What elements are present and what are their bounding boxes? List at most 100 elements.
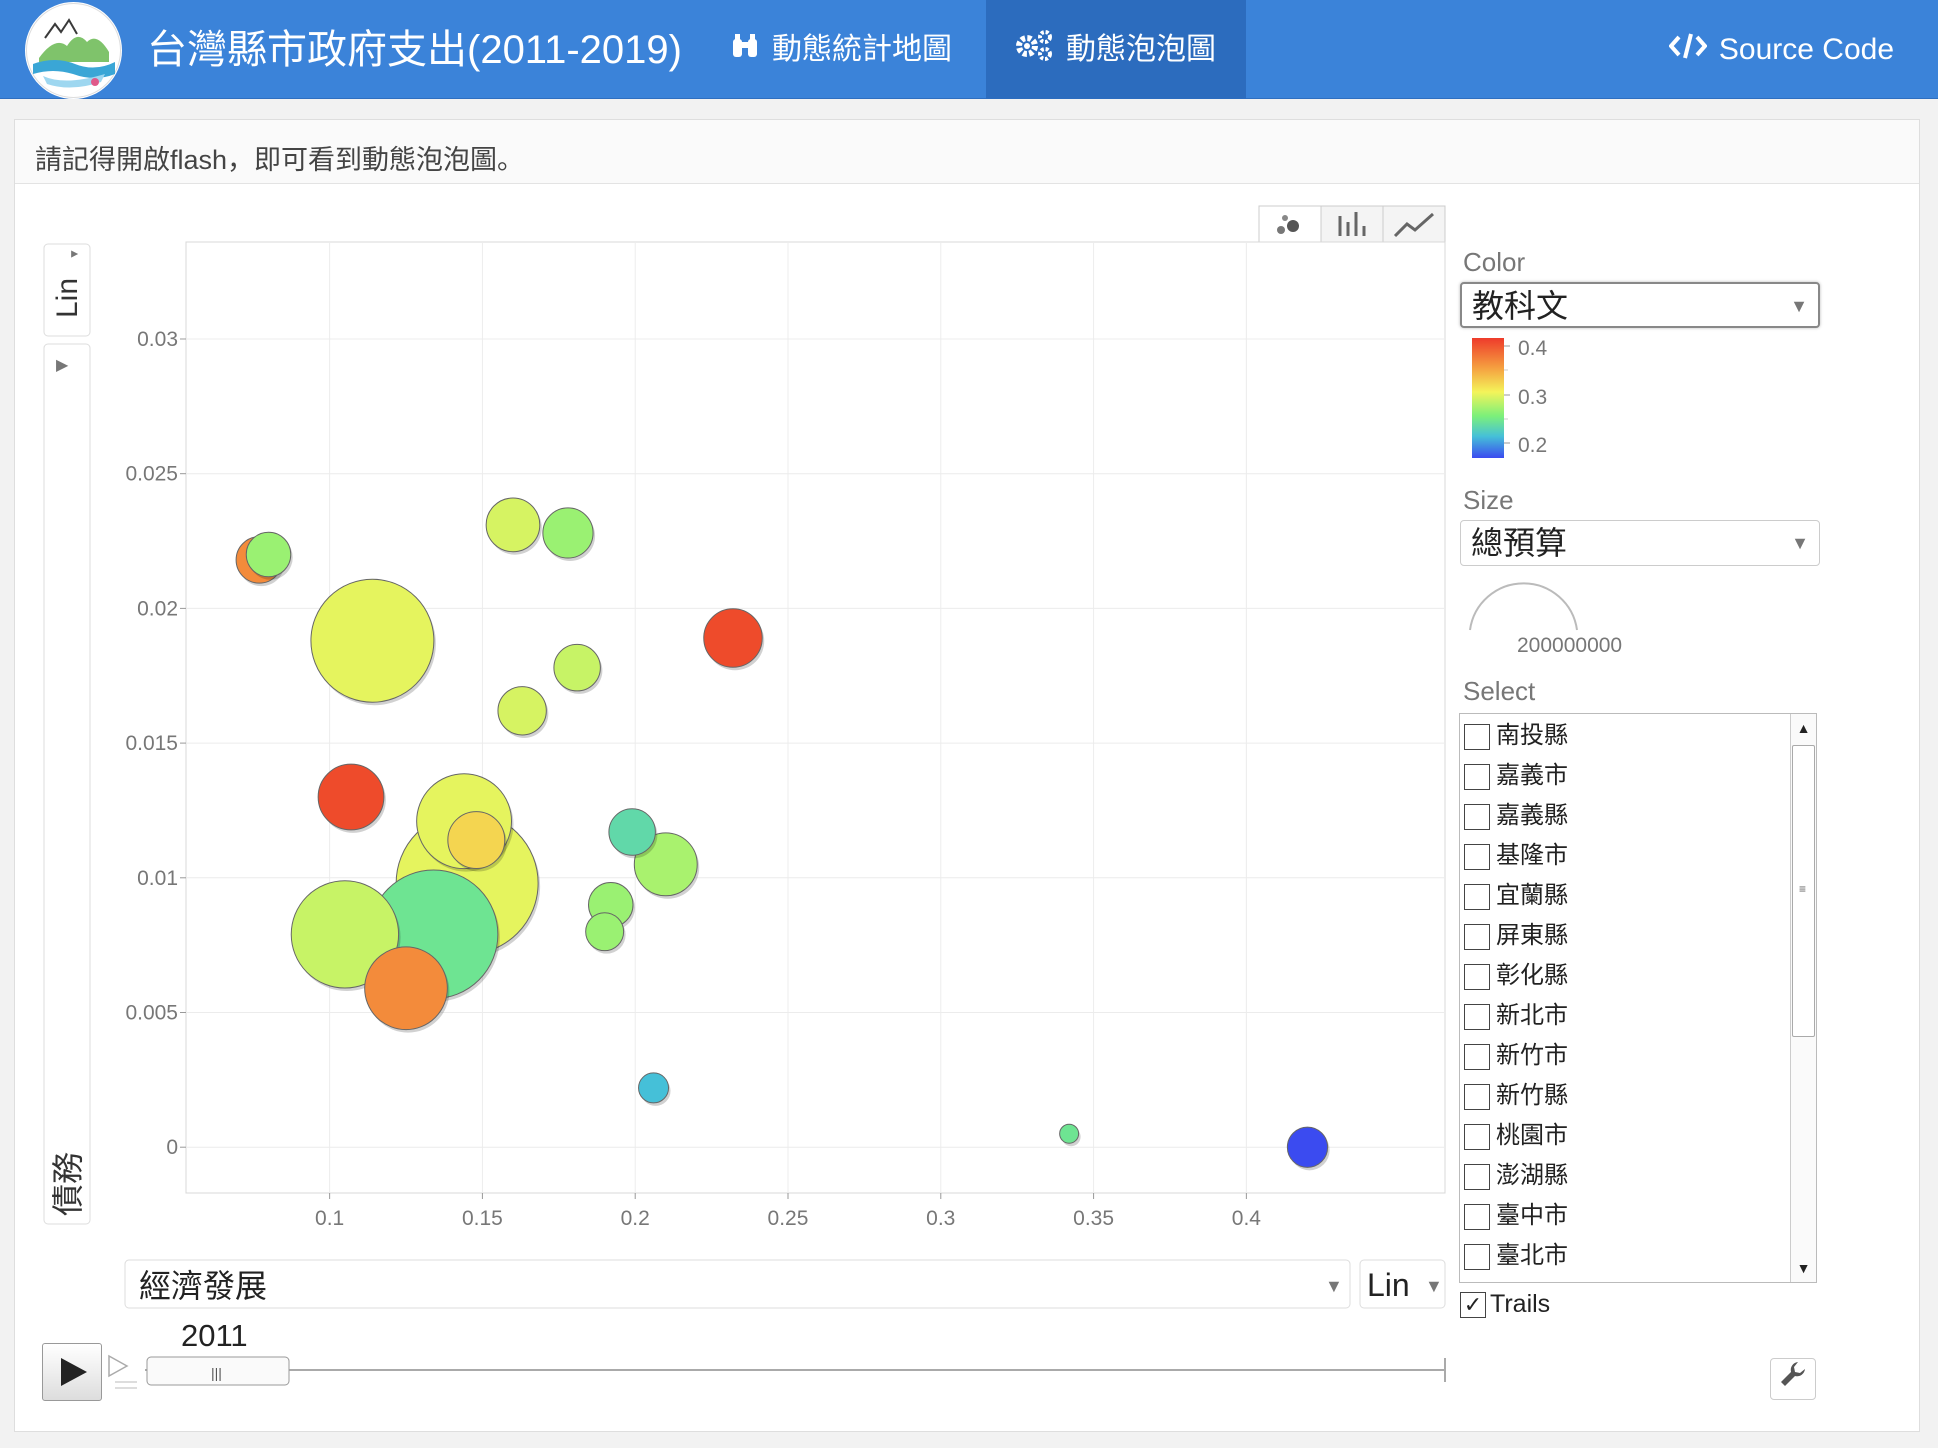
logo-illustration [26,3,121,98]
select-item-checkbox[interactable] [1464,1163,1490,1190]
select-item-checkbox[interactable] [1464,1243,1490,1270]
select-item-checkbox[interactable] [1464,1123,1490,1150]
select-item[interactable]: 宜蘭縣 [1464,876,1568,916]
trails-checkbox[interactable]: ✓ [1460,1292,1486,1319]
nav-source-code[interactable]: Source Code [1641,0,1922,99]
select-item-label: 屏東縣 [1496,922,1568,949]
y-tick-label: 0.025 [125,463,178,486]
y-tick-label: 0.03 [137,328,178,351]
y-tick-label: 0.01 [137,867,178,890]
select-item[interactable]: 嘉義市 [1464,756,1568,796]
y-variable-selector[interactable] [43,343,91,1225]
data-bubble [485,497,541,553]
x-tick-label: 0.2 [621,1207,650,1230]
data-bubble [310,578,435,703]
y-tick-label: 0 [166,1136,178,1159]
select-item-checkbox[interactable] [1464,1203,1490,1230]
bar-view-icon [1338,212,1366,236]
list-scrollbar[interactable]: ▲ ≡ ▼ [1790,714,1816,1282]
entity-select-list[interactable]: 南投縣嘉義市嘉義縣基隆市宜蘭縣屏東縣彰化縣新北市新竹市新竹縣桃園市澎湖縣臺中市臺… [1459,713,1817,1283]
scroll-down-icon[interactable]: ▼ [1796,1260,1811,1276]
color-legend-ticks [1504,345,1510,444]
color-legend-bar [1472,338,1504,458]
play-button[interactable] [42,1343,102,1401]
select-item-checkbox[interactable] [1464,803,1490,830]
nav-bubble-chart[interactable]: 動態泡泡圖 [986,0,1246,99]
bubbles-layer [235,497,1330,1171]
size-legend-value: 200000000 [1517,634,1622,657]
select-item[interactable]: 新北市 [1464,996,1568,1036]
data-bubble [638,1072,670,1104]
select-item-checkbox[interactable] [1464,843,1490,870]
y-scale-label: Lin [51,278,84,318]
y-tick-label: 0.02 [137,597,178,620]
scroll-up-icon[interactable]: ▲ [1796,720,1811,736]
speed-icon[interactable] [108,1354,129,1378]
trails-toggle[interactable]: ✓ Trails [1460,1290,1550,1319]
line-view-icon [1393,212,1434,238]
select-item[interactable]: 澎湖縣 [1464,1156,1568,1196]
select-item-label: 宜蘭縣 [1496,882,1568,909]
settings-wrench-button[interactable] [1770,1358,1816,1400]
color-legend-mid: 0.3 [1518,386,1547,409]
data-bubble [608,808,656,856]
color-legend-min: 0.2 [1518,434,1547,457]
size-variable-select[interactable]: 總預算 ▼ [1460,520,1820,566]
data-bubble [290,880,400,989]
select-item-label: 南投縣 [1496,722,1568,749]
chevron-down-icon: ▼ [1790,296,1808,316]
x-variable-selector[interactable] [124,1259,1351,1309]
x-tick-label: 0.3 [926,1207,955,1230]
select-item[interactable]: 新竹市 [1464,1036,1568,1076]
tab-line-view[interactable] [1382,205,1446,247]
flash-notice: 請記得開啟flash，即可看到動態泡泡圖。 [35,145,525,175]
timeline-slider-handle[interactable] [146,1356,290,1386]
color-variable-select[interactable]: 教科文 ▼ [1460,282,1820,328]
data-bubble [585,912,625,952]
tab-bar-view[interactable] [1320,205,1384,247]
select-item-checkbox[interactable] [1464,723,1490,750]
y-scale-toggle[interactable] [43,243,91,337]
select-item-checkbox[interactable] [1464,1043,1490,1070]
size-variable-value: 總預算 [1471,525,1568,561]
select-item-checkbox[interactable] [1464,1083,1490,1110]
select-item[interactable]: 新竹縣 [1464,1076,1568,1116]
color-legend-max: 0.4 [1518,337,1548,360]
select-item[interactable]: 嘉義縣 [1464,796,1568,836]
select-item[interactable]: 基隆市 [1464,836,1568,876]
y-variable-label: 債務 [50,1152,86,1216]
select-item-checkbox[interactable] [1464,923,1490,950]
brand-title[interactable]: 台灣縣市政府支出(2011-2019) [147,28,682,72]
select-item-checkbox[interactable] [1464,883,1490,910]
color-variable-value: 教科文 [1472,288,1569,324]
color-label: Color [1463,247,1526,277]
select-item-label: 桃園市 [1496,1122,1568,1149]
select-item-label: 新竹縣 [1496,1082,1568,1109]
site-logo[interactable] [25,2,122,99]
select-item[interactable]: 臺北市 [1464,1236,1568,1276]
data-bubble [317,763,385,831]
scroll-thumb[interactable]: ≡ [1792,745,1815,1037]
select-item-checkbox[interactable] [1464,1003,1490,1030]
select-label: Select [1463,676,1536,706]
select-item-label: 新北市 [1496,1002,1568,1029]
current-year: 2011 [181,1318,248,1353]
select-item-checkbox[interactable] [1464,763,1490,790]
data-bubble [703,608,763,668]
data-bubble [447,811,506,870]
select-item[interactable]: 南投縣 [1464,716,1568,756]
data-bubble [497,686,547,736]
select-item[interactable]: 桃園市 [1464,1116,1568,1156]
panel-header: 請記得開啟flash，即可看到動態泡泡圖。 [15,120,1919,184]
select-item-label: 嘉義縣 [1496,802,1568,829]
x-variable-arrow-icon: ▼ [1325,1276,1343,1296]
x-scale-toggle[interactable] [1359,1259,1446,1309]
select-item[interactable]: 臺中市 [1464,1196,1568,1236]
nav-dynamic-map[interactable]: 動態統計地圖 [702,0,980,99]
select-item-checkbox[interactable] [1464,963,1490,990]
size-label: Size [1463,485,1514,515]
select-item[interactable]: 屏東縣 [1464,916,1568,956]
select-item-label: 澎湖縣 [1496,1162,1568,1189]
x-scale-label: Lin [1367,1267,1410,1303]
select-item[interactable]: 彰化縣 [1464,956,1568,996]
